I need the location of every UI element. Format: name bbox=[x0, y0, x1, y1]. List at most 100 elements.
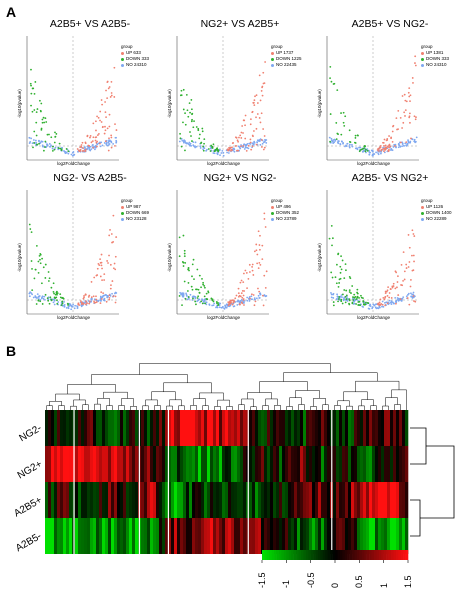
volcano-point-no bbox=[206, 148, 208, 151]
heatmap-cell bbox=[210, 518, 214, 554]
volcano-point-down bbox=[338, 282, 341, 284]
column-dendrogram-branch bbox=[241, 398, 254, 407]
volcano-point-no bbox=[72, 154, 75, 156]
volcano-point-no bbox=[345, 144, 347, 147]
heatmap-cell bbox=[165, 518, 169, 554]
heatmap-cell bbox=[111, 518, 115, 554]
volcano-point-down bbox=[54, 135, 57, 138]
heatmap-cell bbox=[387, 482, 391, 518]
heatmap-cell bbox=[291, 446, 295, 482]
volcano-point-no bbox=[233, 150, 236, 153]
colorbar-segment bbox=[398, 550, 401, 560]
heatmap-cell bbox=[390, 482, 394, 518]
heatmap-cell bbox=[93, 518, 97, 554]
volcano-legend: group UP 1737 DOWN 1225 NO 22435 bbox=[271, 44, 302, 68]
volcano-point-no bbox=[224, 305, 227, 308]
legend-item-up: UP 496 bbox=[271, 204, 299, 210]
column-dendrogram-branch bbox=[310, 406, 317, 410]
heatmap-cell bbox=[234, 446, 238, 482]
volcano-point-up bbox=[240, 137, 243, 139]
heatmap-cell bbox=[357, 518, 361, 554]
volcano-point-down bbox=[202, 283, 205, 286]
volcano-point-up bbox=[400, 284, 402, 286]
heatmap-cell bbox=[60, 446, 64, 482]
volcano-point-up bbox=[264, 286, 267, 289]
volcano-point-no bbox=[348, 145, 351, 148]
volcano-point-up bbox=[103, 132, 106, 135]
colorbar-segment bbox=[352, 550, 355, 560]
volcano-point-no bbox=[99, 145, 102, 148]
volcano-title: A2B5- VS NG2+ bbox=[351, 172, 429, 184]
volcano-point-no bbox=[339, 143, 342, 146]
heatmap-cell bbox=[234, 482, 238, 518]
volcano-point-up bbox=[387, 145, 389, 148]
heatmap-cell bbox=[195, 446, 199, 482]
volcano-point-no bbox=[115, 141, 118, 144]
colorbar-segment bbox=[266, 550, 270, 560]
heatmap-cell bbox=[366, 410, 370, 446]
heatmap-cell bbox=[240, 410, 244, 446]
legend-label: NO 22289 bbox=[426, 216, 447, 221]
y-axis-label: -log10(pvalue) bbox=[317, 243, 322, 272]
volcano-point-down bbox=[352, 299, 355, 301]
heatmap-cell bbox=[297, 518, 301, 554]
volcano-point-down bbox=[209, 150, 212, 152]
column-dendrogram-branch bbox=[106, 405, 113, 410]
volcano-point-no bbox=[110, 141, 113, 144]
heatmap-cell bbox=[48, 518, 52, 554]
colorbar-segment bbox=[298, 550, 302, 560]
volcano-point-down bbox=[42, 116, 45, 119]
column-dendrogram-branch bbox=[334, 405, 341, 410]
heatmap-cell bbox=[174, 410, 178, 446]
volcano-point-no bbox=[340, 140, 343, 143]
heatmap-cell bbox=[297, 446, 301, 482]
column-dendrogram-branch bbox=[313, 398, 326, 407]
column-dendrogram-branch bbox=[94, 403, 101, 410]
volcano-point-up bbox=[256, 113, 259, 115]
volcano-point-down bbox=[44, 117, 47, 120]
volcano-point-up bbox=[406, 297, 409, 299]
volcano-point-down bbox=[39, 262, 42, 265]
legend-swatch bbox=[421, 211, 424, 215]
heatmap-cell bbox=[153, 446, 157, 482]
volcano-point-down bbox=[345, 269, 347, 272]
heatmap-cell bbox=[345, 518, 349, 554]
volcano-point-up bbox=[235, 145, 237, 147]
volcano-point-no bbox=[188, 143, 191, 146]
volcano-point-down bbox=[195, 126, 198, 128]
volcano-point-up bbox=[401, 95, 404, 97]
volcano-point-no bbox=[94, 146, 97, 149]
heatmap-cell bbox=[294, 482, 298, 518]
heatmap-cell bbox=[396, 410, 400, 446]
volcano-point-no bbox=[41, 145, 44, 148]
heatmap-cell bbox=[165, 446, 169, 482]
volcano-point-up bbox=[258, 74, 261, 77]
volcano-point-up bbox=[243, 290, 246, 292]
heatmap-cell bbox=[336, 482, 340, 518]
heatmap-cell bbox=[108, 518, 112, 554]
volcano-point-up bbox=[94, 139, 97, 142]
heatmap-cell bbox=[267, 482, 271, 518]
volcano-point-down bbox=[54, 297, 57, 300]
volcano-point-no bbox=[225, 303, 228, 306]
heatmap-cell bbox=[114, 410, 118, 446]
volcano-point-down bbox=[40, 110, 42, 113]
volcano-point-no bbox=[38, 139, 40, 142]
volcano-point-down bbox=[59, 147, 62, 150]
legend-label: UP 987 bbox=[126, 204, 141, 209]
heatmap-cell bbox=[75, 446, 79, 482]
volcano-point-up bbox=[95, 295, 97, 298]
heatmap-cell bbox=[393, 446, 397, 482]
heatmap-cell bbox=[273, 482, 277, 518]
volcano-point-down bbox=[362, 300, 365, 302]
volcano-point-no bbox=[211, 304, 214, 307]
heatmap-cell bbox=[228, 410, 232, 446]
column-dendrogram-branch bbox=[67, 384, 116, 395]
legend-item-up: UP 1381 bbox=[421, 50, 449, 56]
column-dendrogram-branch bbox=[217, 399, 230, 407]
volcano-point-down bbox=[356, 288, 359, 291]
volcano-point-no bbox=[50, 144, 52, 147]
heatmap-cell bbox=[339, 518, 343, 554]
volcano-point-down bbox=[344, 301, 347, 304]
volcano-point-down bbox=[339, 277, 342, 280]
